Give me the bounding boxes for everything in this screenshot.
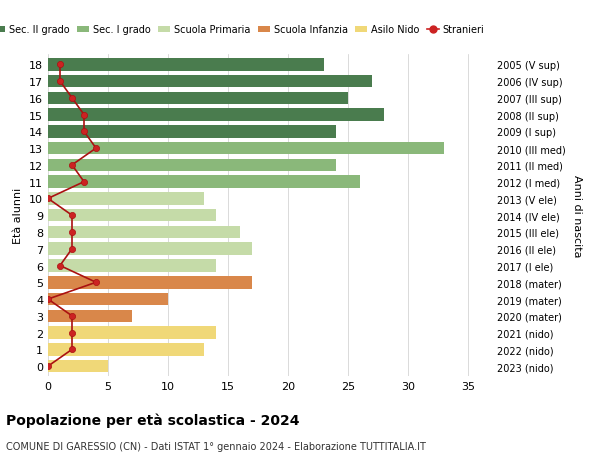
Point — [67, 95, 77, 102]
Point — [43, 296, 53, 303]
Legend: Sec. II grado, Sec. I grado, Scuola Primaria, Scuola Infanzia, Asilo Nido, Stran: Sec. II grado, Sec. I grado, Scuola Prim… — [0, 22, 488, 39]
Bar — [48, 109, 384, 122]
Text: Popolazione per età scolastica - 2024: Popolazione per età scolastica - 2024 — [6, 413, 299, 428]
Point — [67, 346, 77, 353]
Point — [79, 179, 89, 186]
Bar — [48, 209, 216, 222]
Point — [67, 212, 77, 219]
Bar — [48, 260, 216, 272]
Bar — [48, 142, 444, 155]
Point — [55, 262, 65, 269]
Point — [67, 162, 77, 169]
Bar — [48, 126, 336, 138]
Point — [79, 129, 89, 136]
Bar — [48, 193, 204, 205]
Point — [67, 329, 77, 336]
Bar — [48, 76, 372, 88]
Bar — [48, 59, 324, 72]
Point — [55, 78, 65, 85]
Y-axis label: Età alunni: Età alunni — [13, 188, 23, 244]
Bar — [48, 293, 168, 306]
Point — [67, 229, 77, 236]
Point — [91, 145, 101, 152]
Point — [67, 313, 77, 320]
Bar — [48, 343, 204, 356]
Bar — [48, 243, 252, 256]
Point — [43, 196, 53, 203]
Point — [67, 246, 77, 253]
Bar — [48, 327, 216, 339]
Bar — [48, 159, 336, 172]
Text: COMUNE DI GARESSIO (CN) - Dati ISTAT 1° gennaio 2024 - Elaborazione TUTTITALIA.I: COMUNE DI GARESSIO (CN) - Dati ISTAT 1° … — [6, 441, 426, 451]
Y-axis label: Anni di nascita: Anni di nascita — [572, 174, 582, 257]
Point — [79, 112, 89, 119]
Point — [43, 363, 53, 370]
Bar — [48, 360, 108, 373]
Bar — [48, 276, 252, 289]
Bar — [48, 92, 348, 105]
Point — [55, 62, 65, 69]
Bar — [48, 310, 132, 322]
Bar — [48, 226, 240, 239]
Point — [91, 279, 101, 286]
Bar — [48, 176, 360, 189]
